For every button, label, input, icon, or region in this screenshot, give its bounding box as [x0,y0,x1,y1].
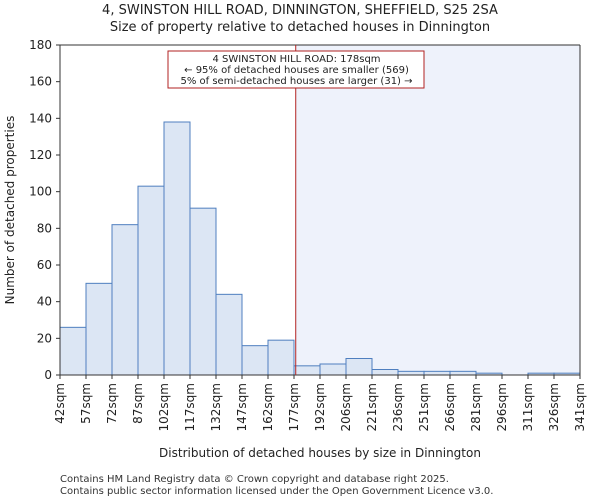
bar-42sqm [59,326,87,376]
bar-57sqm [85,282,113,376]
x-tick-label: 57sqm [79,383,93,424]
x-tick-label: 87sqm [131,383,145,424]
x-tick-label: 326sqm [547,383,561,431]
y-tick-label: 0 [44,368,52,382]
footer-line-2: Contains public sector information licen… [60,486,493,497]
y-axis-label: Number of detached properties [3,116,17,305]
bar-221sqm [371,369,399,376]
x-tick-label: 72sqm [105,383,119,424]
x-axis-label: Distribution of detached houses by size … [159,446,481,460]
chart-title-line-2: Size of property relative to detached ho… [110,20,490,35]
x-tick-label: 42sqm [53,383,67,424]
x-tick-label: 206sqm [339,383,353,431]
bar-132sqm [215,293,243,376]
plot-area: 0 20 40 60 80 100 120 140 160 180 42sqm 57sqm 72sqm 8… [29,38,587,431]
bar-206sqm [345,358,373,376]
bar-87sqm [137,185,165,376]
bar-177sqm [293,365,321,376]
bar-236sqm [397,370,425,376]
y-tick-label: 140 [29,111,52,125]
x-tick-label: 296sqm [495,383,509,431]
annotation-line-1: 4 SWINSTON HILL ROAD: 178sqm [212,54,380,65]
bar-72sqm [111,224,139,376]
bar-162sqm [267,339,295,376]
bar-147sqm [241,345,269,376]
chart-title-line-1: 4, SWINSTON HILL ROAD, DINNINGTON, SHEFF… [102,3,498,18]
larger-region-highlight [295,45,580,375]
y-tick-label: 160 [29,75,52,89]
x-tick-label: 117sqm [183,383,197,431]
annotation-line-2: ← 95% of detached houses are smaller (56… [184,65,409,76]
y-tick-label: 100 [29,185,52,199]
x-tick-label: 311sqm [521,383,535,431]
annotation-line-3: 5% of semi-detached houses are larger (3… [180,76,412,87]
x-tick-label: 341sqm [573,383,587,431]
x-tick-label: 281sqm [469,383,483,431]
y-tick-label: 40 [37,295,52,309]
x-tick-label: 132sqm [209,383,223,431]
bar-102sqm [163,121,191,376]
x-tick-label: 102sqm [157,383,171,431]
x-tick-label: 162sqm [261,383,275,431]
y-tick-label: 60 [37,258,52,272]
y-tick-label: 80 [37,221,52,235]
bar-251sqm [423,370,451,376]
y-tick-label: 20 [37,331,52,345]
x-tick-label: 236sqm [391,383,405,431]
y-tick-label: 180 [29,38,52,52]
x-tick-label: 192sqm [313,383,327,431]
y-tick-label: 120 [29,148,52,162]
x-tick-label: 251sqm [417,383,431,431]
bar-117sqm [189,207,217,376]
x-tick-label: 147sqm [235,383,249,431]
x-tick-label: 221sqm [365,383,379,431]
footer-line-1: Contains HM Land Registry data © Crown c… [60,474,449,485]
annotation-box [167,50,425,89]
x-tick-label: 266sqm [443,383,457,431]
x-tick-label: 177sqm [287,383,301,431]
bar-192sqm [319,363,347,376]
bar-266sqm [449,370,477,376]
